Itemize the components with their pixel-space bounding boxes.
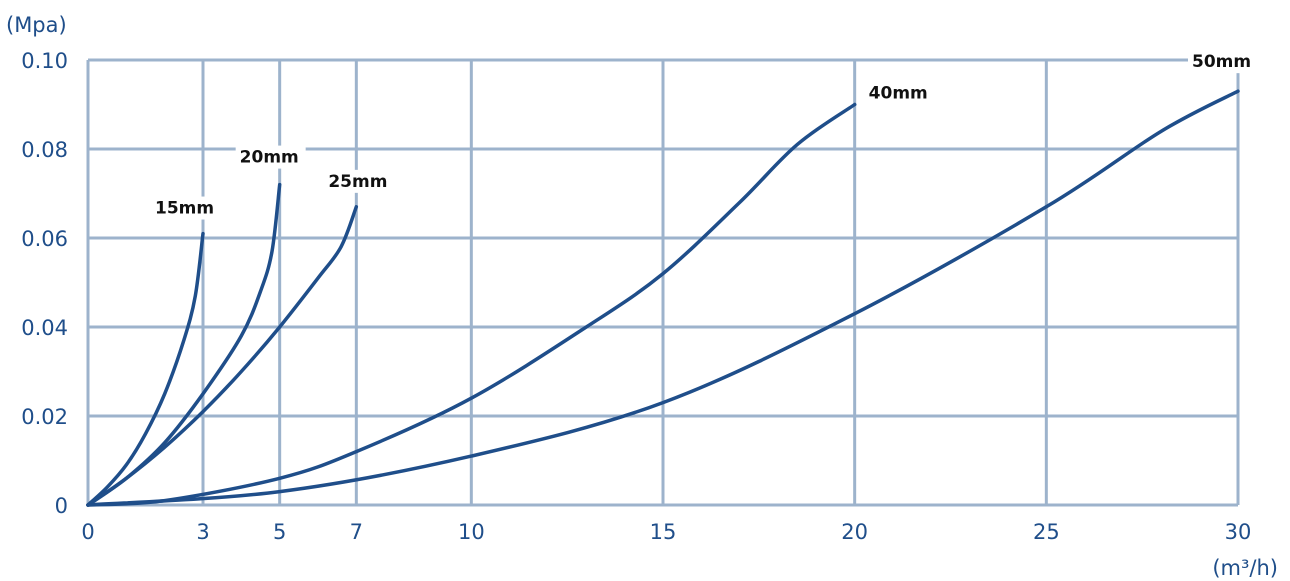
series-label-50mm: 50mm bbox=[1192, 52, 1251, 72]
series-line-50mm bbox=[86, 89, 1240, 507]
y-tick-label-0.06: 0.06 bbox=[21, 227, 68, 251]
y-tick-label-0.08: 0.08 bbox=[21, 138, 68, 162]
series-label-bg-20mm bbox=[235, 145, 306, 169]
x-tick-label-0: 0 bbox=[81, 520, 94, 544]
label-layer: 15mm 20mm 25mm 40mm 50mm bbox=[151, 50, 1260, 220]
x-tick-label-25: 25 bbox=[1033, 520, 1060, 544]
x-tick-label-15: 15 bbox=[650, 520, 677, 544]
x-tick-label-10: 10 bbox=[458, 520, 485, 544]
x-tick-label-30: 30 bbox=[1225, 520, 1252, 544]
grid-layer bbox=[86, 58, 1240, 507]
series-layer bbox=[86, 89, 1240, 507]
series-line-40mm bbox=[86, 102, 857, 507]
y-axis-unit-label: (Mpa) bbox=[6, 13, 67, 37]
series-label-bg-50mm bbox=[1188, 50, 1260, 74]
y-tick-label-0.04: 0.04 bbox=[21, 316, 68, 340]
x-tick-label-7: 7 bbox=[350, 520, 363, 544]
series-label-25mm: 25mm bbox=[328, 172, 387, 192]
series-label-bg-25mm bbox=[324, 169, 393, 193]
y-tick-label-0.02: 0.02 bbox=[21, 405, 68, 429]
series-line-15mm bbox=[86, 231, 205, 507]
x-tick-label-5: 5 bbox=[273, 520, 286, 544]
y-tick-label-0: 0 bbox=[55, 494, 68, 518]
series-label-20mm: 20mm bbox=[240, 148, 299, 168]
series-line-25mm bbox=[86, 205, 359, 507]
series-label-40mm: 40mm bbox=[869, 84, 928, 104]
x-axis-unit-label: (m³/h) bbox=[1212, 556, 1278, 580]
x-tick-label-20: 20 bbox=[841, 520, 868, 544]
x-tick-label-3: 3 bbox=[196, 520, 209, 544]
axis-layer: 0 3 5 7 10 15 20 25 30 0 0.02 0.04 0.06 0.08 0.10 (Mpa)… bbox=[6, 13, 1278, 580]
series-label-bg-15mm bbox=[151, 196, 217, 220]
y-tick-label-0.10: 0.10 bbox=[21, 49, 68, 73]
series-label-15mm: 15mm bbox=[155, 199, 214, 219]
